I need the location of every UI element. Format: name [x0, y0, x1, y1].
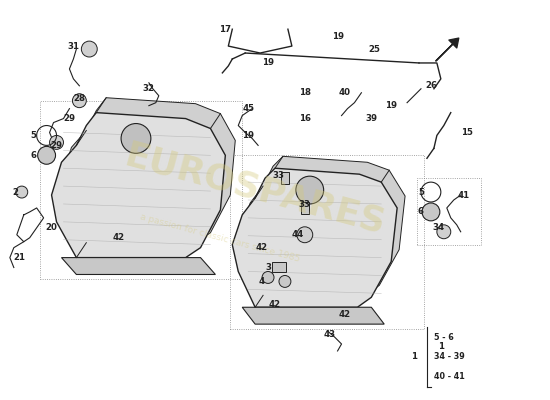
Text: 5: 5	[31, 131, 37, 140]
Polygon shape	[240, 156, 405, 295]
Text: 39: 39	[365, 114, 377, 123]
Text: 28: 28	[73, 94, 85, 103]
Text: 45: 45	[242, 104, 254, 113]
Text: 42: 42	[256, 243, 268, 252]
Text: 25: 25	[368, 44, 380, 54]
Text: 17: 17	[219, 25, 232, 34]
Text: 18: 18	[299, 88, 311, 97]
Text: 29: 29	[63, 114, 75, 123]
Text: 34: 34	[433, 223, 445, 232]
Text: 33: 33	[272, 171, 284, 180]
Text: 6: 6	[31, 151, 37, 160]
Polygon shape	[52, 113, 226, 258]
Text: 40: 40	[338, 88, 350, 97]
Text: 34 - 39: 34 - 39	[434, 352, 465, 362]
FancyArrowPatch shape	[436, 38, 459, 61]
Bar	[301, 202, 309, 214]
Text: 1: 1	[438, 342, 444, 352]
Polygon shape	[62, 98, 235, 243]
Text: 29: 29	[51, 141, 63, 150]
Text: 20: 20	[46, 223, 58, 232]
Text: 31: 31	[68, 42, 79, 50]
Circle shape	[296, 176, 323, 204]
Circle shape	[50, 136, 63, 149]
Text: 33: 33	[299, 200, 311, 210]
Text: 43: 43	[323, 330, 336, 338]
Text: 6: 6	[418, 208, 424, 216]
Text: 5: 5	[418, 188, 424, 196]
Text: 15: 15	[461, 128, 472, 137]
Text: 21: 21	[14, 253, 26, 262]
Text: a passion for classic cars since 1985: a passion for classic cars since 1985	[140, 212, 301, 264]
Bar	[281, 172, 289, 184]
Text: 19: 19	[385, 101, 397, 110]
Polygon shape	[232, 168, 397, 307]
Circle shape	[37, 146, 56, 164]
Text: EUROSPARES: EUROSPARES	[121, 139, 389, 241]
Polygon shape	[62, 258, 216, 274]
Text: 16: 16	[299, 114, 311, 123]
Circle shape	[437, 225, 451, 239]
Circle shape	[73, 94, 86, 108]
Text: 26: 26	[425, 81, 437, 90]
Text: 42: 42	[269, 300, 281, 309]
Text: 32: 32	[143, 84, 155, 93]
Polygon shape	[242, 307, 384, 324]
Text: 5 - 6: 5 - 6	[434, 332, 454, 342]
Text: 40 - 41: 40 - 41	[434, 372, 465, 381]
Circle shape	[422, 203, 440, 221]
Circle shape	[279, 276, 291, 287]
Text: 3: 3	[265, 263, 271, 272]
Circle shape	[81, 41, 97, 57]
Circle shape	[262, 272, 274, 284]
Text: 19: 19	[242, 131, 254, 140]
Text: 42: 42	[113, 233, 125, 242]
Text: 19: 19	[262, 58, 274, 68]
Text: 44: 44	[292, 230, 304, 239]
Bar	[272, 262, 286, 272]
Text: 2: 2	[13, 188, 19, 196]
Text: 41: 41	[458, 190, 470, 200]
Text: 1: 1	[411, 352, 417, 362]
Text: 4: 4	[259, 277, 265, 286]
Text: 42: 42	[338, 310, 350, 319]
Circle shape	[16, 186, 28, 198]
Text: 19: 19	[332, 32, 344, 41]
Circle shape	[297, 227, 313, 243]
Circle shape	[121, 124, 151, 153]
